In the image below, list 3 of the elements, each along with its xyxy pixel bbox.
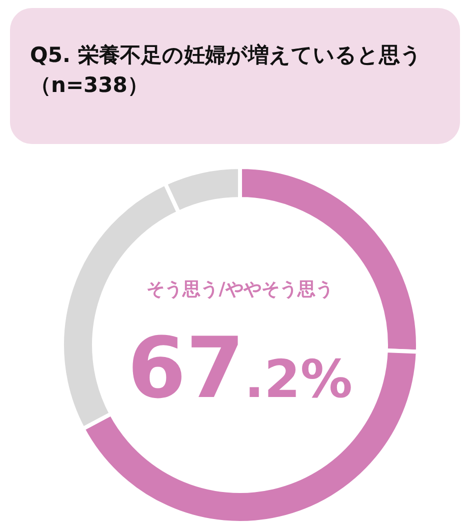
text: 67.2% (128, 319, 352, 417)
text: そう思う/ややそう思う (146, 279, 334, 300)
chart-title: Q5. 栄養不足の妊婦が増えていると思う（n=338） (30, 42, 423, 99)
